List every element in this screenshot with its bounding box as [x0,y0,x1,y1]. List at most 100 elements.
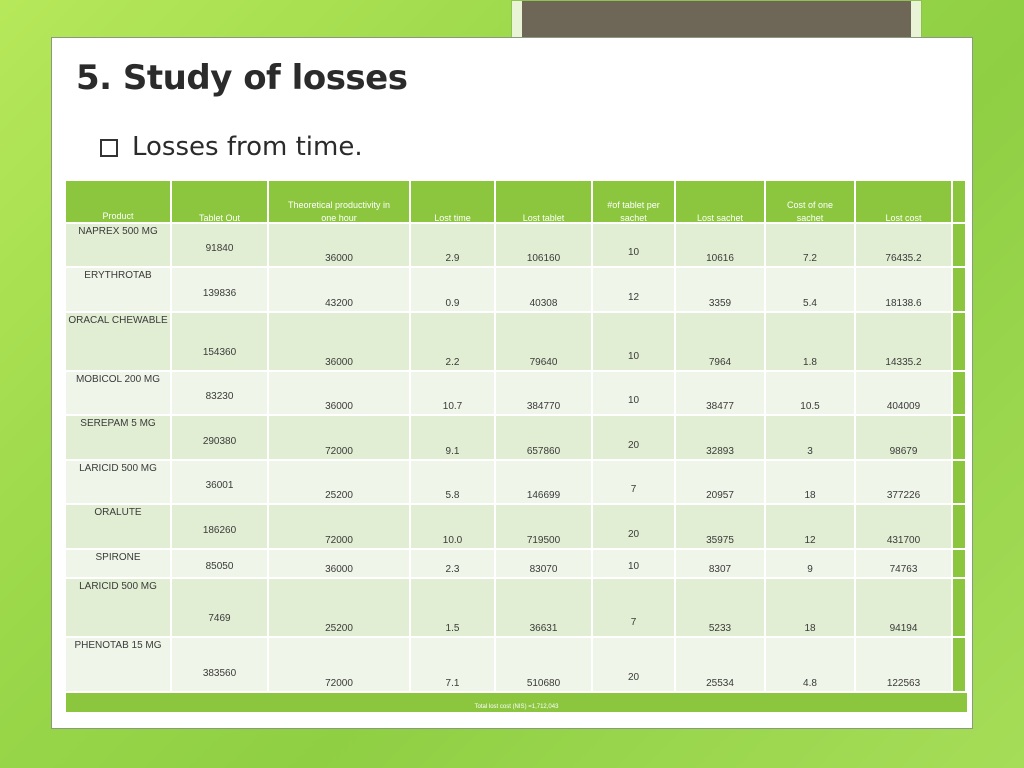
cell-text-lost-cost: 431700 [886,535,921,546]
cell-text-tablets-per-sachet: 7 [630,484,637,495]
table-cell-cost-per-sachet: 4.8 [766,638,856,693]
header-cell-cost-per-sachet: Cost of one sachet [766,181,856,224]
row-accent-cell [953,550,967,579]
cell-text-tablets-per-sachet: 20 [627,440,640,451]
table-cell-lost-time: 10.0 [411,505,496,550]
table-cell-lost-time: 5.8 [411,461,496,505]
table-cell-lost-time: 9.1 [411,416,496,461]
cell-text-lost-cost: 98679 [889,446,918,457]
cell-text-theoretical-productivity: 36000 [325,564,353,575]
table-cell-theoretical-productivity: 72000 [269,638,411,693]
table-cell-tablet-out: 85050 [172,550,269,579]
cell-text-lost-tablet: 657860 [526,446,561,457]
row-accent-cell [953,638,967,693]
cell-text-lost-time: 10.0 [442,535,463,546]
cell-text-cost-per-sachet: 10.5 [800,401,820,412]
table-cell-theoretical-productivity: 36000 [269,313,411,372]
table-cell-tablet-out: 36001 [172,461,269,505]
header-label-lost-time: Lost time [434,213,471,223]
table-cell-lost-sachet: 20957 [676,461,766,505]
header-label-cost-per-sachet-line2: sachet [796,213,824,223]
header-accent-cell [953,181,967,224]
row-accent-cell [953,505,967,550]
cell-text-lost-sachet: 8307 [708,564,732,575]
cell-text-theoretical-productivity: 43200 [325,298,353,309]
cell-text-tablet-out: 7469 [208,613,231,624]
cell-text-lost-cost: 377226 [886,490,921,501]
cell-text-theoretical-productivity: 72000 [325,446,353,457]
cell-text-lost-time: 5.8 [445,490,460,501]
table-cell-theoretical-productivity: 72000 [269,416,411,461]
cell-text-lost-sachet: 20957 [706,490,734,501]
table-cell-cost-per-sachet: 12 [766,505,856,550]
table-cell-lost-time: 1.5 [411,579,496,638]
cell-text-theoretical-productivity: 72000 [325,678,353,689]
table-cell-product: PHENOTAB 15 MG [66,638,172,693]
cell-text-cost-per-sachet: 1.8 [803,357,817,368]
row-accent-cell [953,579,967,638]
table-cell-lost-sachet: 35975 [676,505,766,550]
cell-text-lost-cost: 122563 [886,678,921,689]
table-cell-tablets-per-sachet: 10 [593,224,676,268]
cell-text-theoretical-productivity: 36000 [325,357,353,368]
table-cell-tablets-per-sachet: 20 [593,505,676,550]
row-accent-cell [953,372,967,416]
cell-text-theoretical-productivity: 72000 [325,535,353,546]
cell-text-lost-time: 10.7 [442,401,463,412]
header-label-theoretical-productivity-line2: one hour [321,213,357,223]
cell-text-tablets-per-sachet: 10 [627,561,640,572]
header-cell-lost-sachet: Lost sachet [676,181,766,224]
cell-text-cost-per-sachet: 9 [807,564,813,575]
cell-text-tablet-out: 91840 [205,243,234,254]
cell-text-tablets-per-sachet: 7 [630,617,637,628]
cell-text-product: SEREPAM 5 MG [80,418,156,429]
cell-text-tablets-per-sachet: 20 [627,529,640,540]
table-cell-lost-tablet: 79640 [496,313,593,372]
header-cell-tablets-per-sachet: #of tablet per sachet [593,181,676,224]
table-cell-tablet-out: 139836 [172,268,269,313]
table-cell-lost-cost: 98679 [856,416,953,461]
table-cell-lost-cost: 74763 [856,550,953,579]
cell-text-lost-cost: 14335.2 [885,357,922,368]
table-cell-lost-time: 0.9 [411,268,496,313]
table-cell-lost-cost: 431700 [856,505,953,550]
table-cell-lost-cost: 377226 [856,461,953,505]
cell-text-product: LARICID 500 MG [79,463,157,474]
table-cell-lost-time: 10.7 [411,372,496,416]
table-cell-product: ERYTHROTAB [66,268,172,313]
table-cell-product: SEREPAM 5 MG [66,416,172,461]
table-cell-lost-tablet: 36631 [496,579,593,638]
header-label-product: Product [102,211,134,221]
table-cell-lost-cost: 18138.6 [856,268,953,313]
cell-text-tablet-out: 290380 [202,436,237,447]
cell-text-lost-time: 2.2 [445,357,460,368]
header-cell-lost-cost: Lost cost [856,181,953,224]
table-cell-lost-tablet: 40308 [496,268,593,313]
table-cell-tablet-out: 383560 [172,638,269,693]
cell-text-lost-tablet: 36631 [529,623,558,634]
row-accent-cell [953,224,967,268]
header-cell-tablet-out: Tablet Out [172,181,269,224]
table-cell-tablets-per-sachet: 10 [593,550,676,579]
table-cell-lost-time: 7.1 [411,638,496,693]
header-label-lost-sachet: Lost sachet [696,213,744,223]
header-label-cost-per-sachet-line1: Cost of one [786,200,834,210]
cell-text-product: NAPREX 500 MG [78,226,158,237]
table-cell-lost-sachet: 8307 [676,550,766,579]
total-lost-cost: Total lost cost (NIS) =1,712,043 [474,704,559,710]
table-cell-tablets-per-sachet: 12 [593,268,676,313]
table-cell-lost-tablet: 106160 [496,224,593,268]
table-cell-theoretical-productivity: 25200 [269,579,411,638]
cell-text-product: ORALUTE [94,507,142,518]
table-cell-cost-per-sachet: 18 [766,579,856,638]
table-cell-lost-tablet: 83070 [496,550,593,579]
cell-text-lost-time: 7.1 [445,678,460,689]
table-cell-lost-sachet: 38477 [676,372,766,416]
cell-text-lost-tablet: 719500 [526,535,561,546]
cell-text-cost-per-sachet: 18 [804,490,816,501]
cell-text-tablets-per-sachet: 20 [627,672,640,683]
table-cell-lost-sachet: 5233 [676,579,766,638]
cell-text-tablet-out: 186260 [202,525,237,536]
cell-text-cost-per-sachet: 12 [804,535,816,546]
table-cell-product: ORALUTE [66,505,172,550]
